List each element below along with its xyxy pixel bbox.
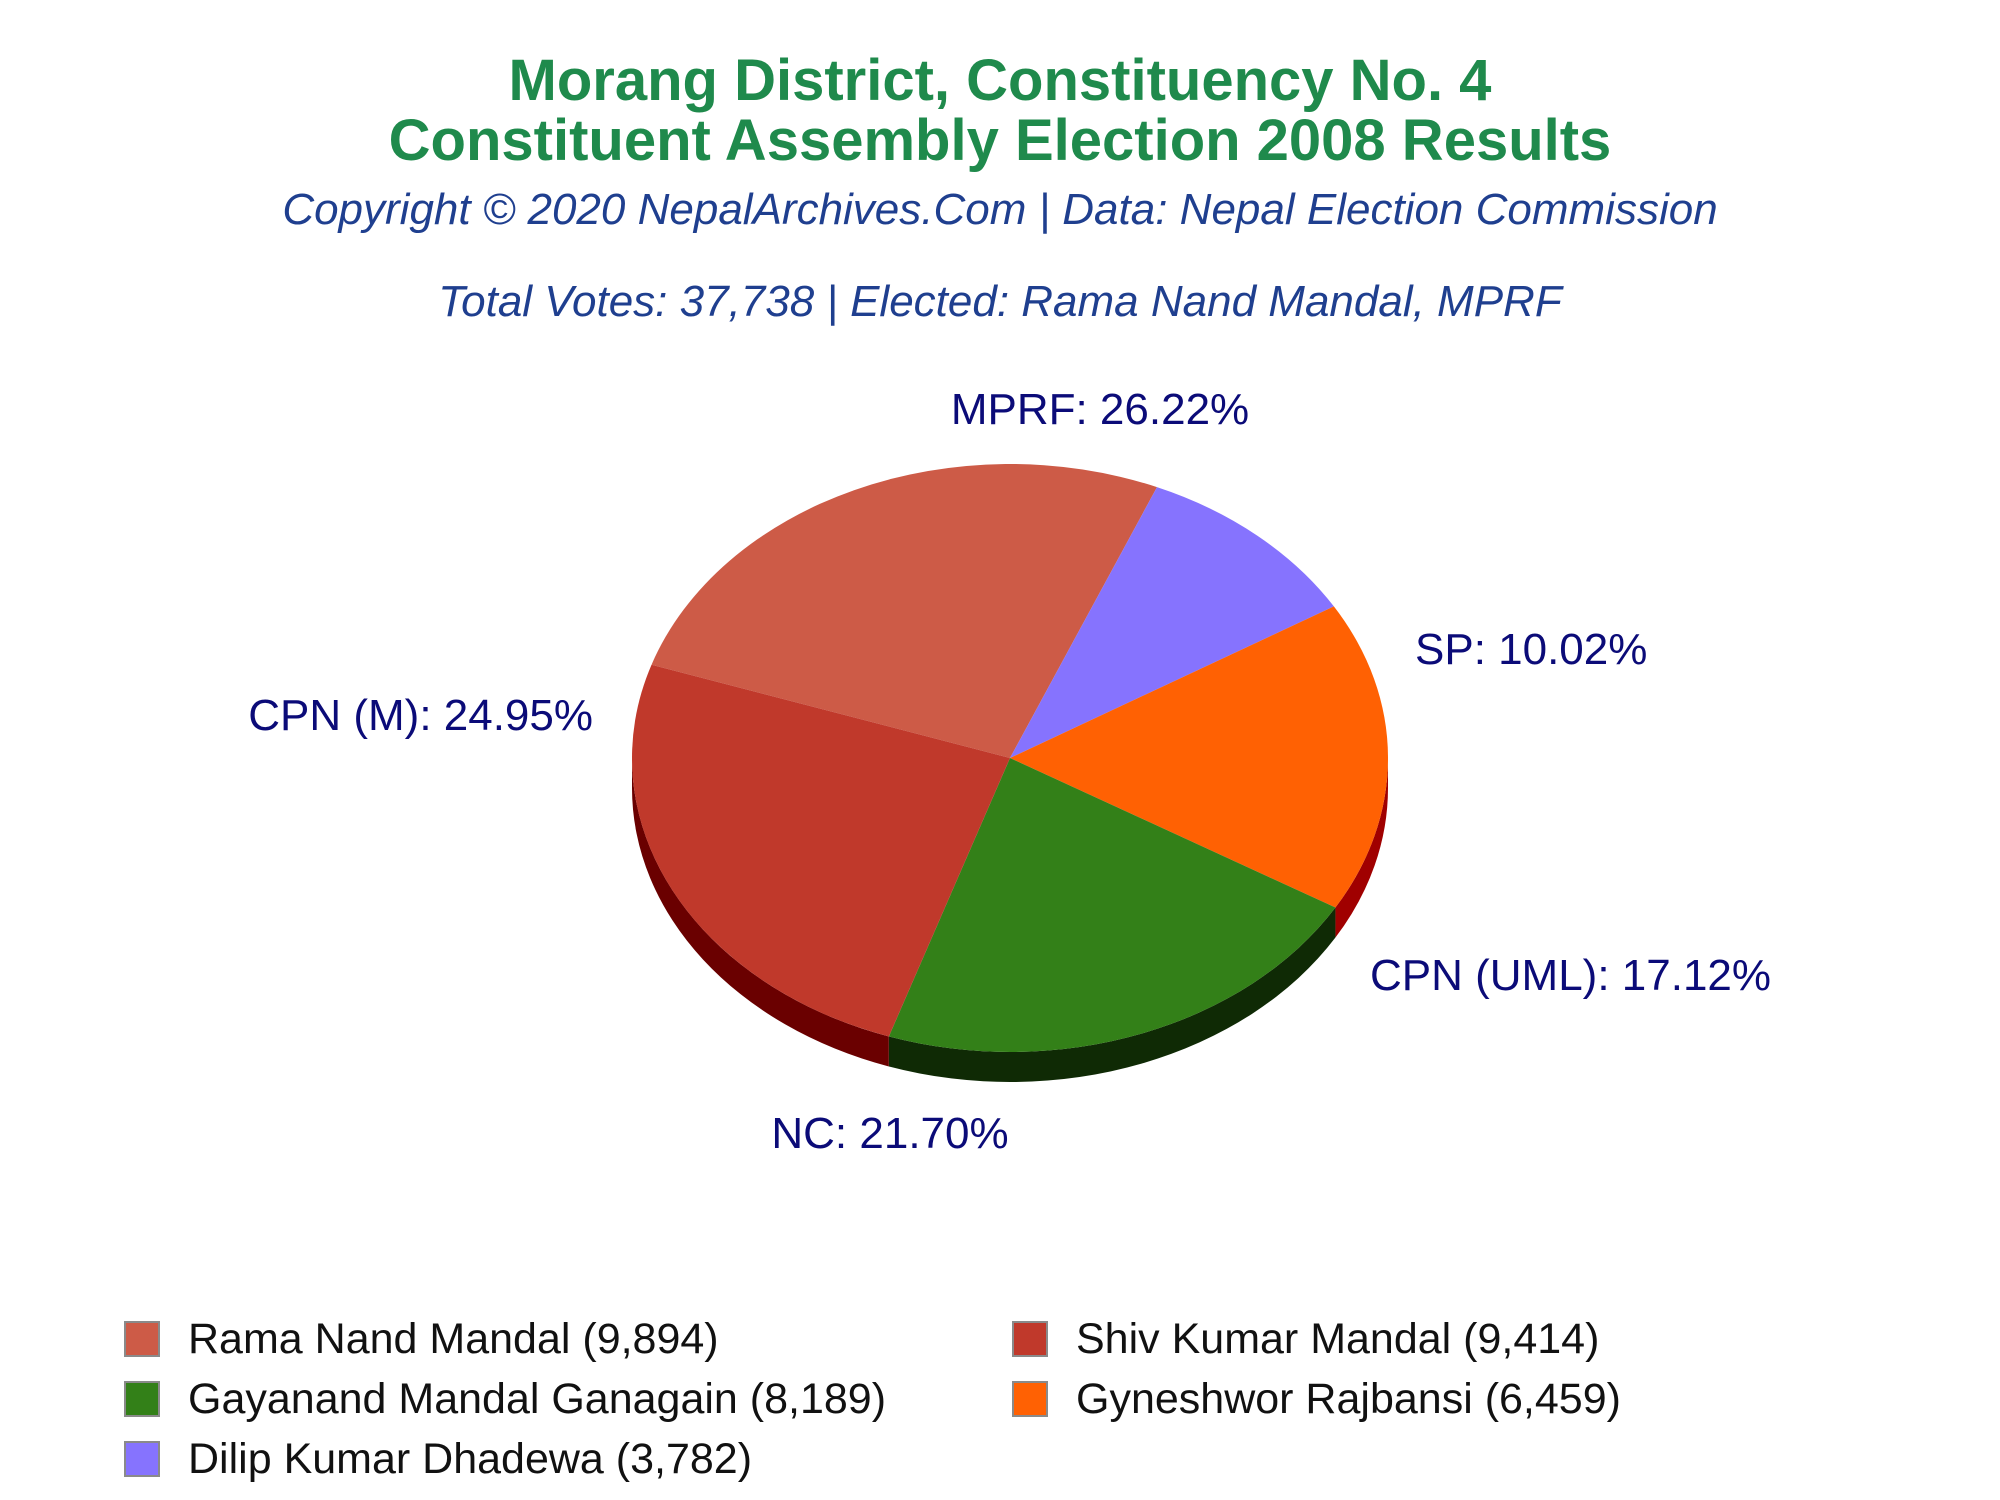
pie-slice-cpn-uml (1010, 606, 1388, 908)
legend-label: Gyneshwor Rajbansi (6,459) (1076, 1374, 1621, 1423)
pie-slice-nc (888, 758, 1336, 1052)
chart-title: Morang District, Constituency No. 4 (508, 48, 1492, 113)
pie-side-cpn-m (632, 758, 889, 1067)
legend-item-cpn-m: Shiv Kumar Mandal (9,414) (1012, 1314, 1599, 1364)
pie-slice-mprf (651, 464, 1157, 758)
copyright-text: Copyright © 2020 NepalArchives.Com | Dat… (282, 185, 1718, 234)
chart-subtitle: Constituent Assembly Election 2008 Resul… (388, 108, 1612, 173)
legend-item-nc: Gayanand Mandal Ganagain (8,189) (124, 1374, 886, 1424)
legend-label: Shiv Kumar Mandal (9,414) (1076, 1314, 1600, 1363)
slice-label-cpn-uml: CPN (UML): 17.12% (1370, 951, 1771, 1000)
legend-label: Gayanand Mandal Ganagain (8,189) (188, 1374, 887, 1423)
legend-swatch (124, 1321, 160, 1357)
pie-labels: MPRF: 26.22% SP: 10.02% CPN (UML): 17.12% N… (248, 385, 1771, 1158)
slice-label-sp: SP: 10.02% (1415, 625, 1647, 674)
slice-label-cpn-m: CPN (M): 24.95% (248, 691, 593, 740)
legend-swatch (124, 1381, 160, 1417)
legend-swatch (1012, 1381, 1048, 1417)
pie-slice-sp (1010, 487, 1334, 758)
legend-swatch (1012, 1321, 1048, 1357)
slice-label-mprf: MPRF: 26.22% (951, 385, 1249, 434)
legend-label: Rama Nand Mandal (9,894) (188, 1314, 719, 1363)
legend-swatch (124, 1441, 160, 1477)
legend-label: Dilip Kumar Dhadewa (3,782) (188, 1434, 753, 1483)
slice-label-nc: NC: 21.70% (771, 1109, 1008, 1158)
pie-depth (632, 758, 1388, 1082)
pie-slice-cpn-m (631, 664, 1010, 1037)
pie-chart: MPRF: 26.22% SP: 10.02% CPN (UML): 17.12% N… (248, 385, 1771, 1158)
legend-item-sp: Dilip Kumar Dhadewa (3,782) (124, 1434, 752, 1484)
legend-item-cpn-uml: Gyneshwor Rajbansi (6,459) (1012, 1374, 1621, 1424)
pie-slices (631, 464, 1388, 1052)
pie-side-nc (888, 907, 1336, 1082)
pie-side-cpn-uml (1335, 758, 1388, 938)
legend-item-mprf: Rama Nand Mandal (9,894) (124, 1314, 719, 1364)
vote-summary: Total Votes: 37,738 | Elected: Rama Nand… (438, 277, 1562, 326)
